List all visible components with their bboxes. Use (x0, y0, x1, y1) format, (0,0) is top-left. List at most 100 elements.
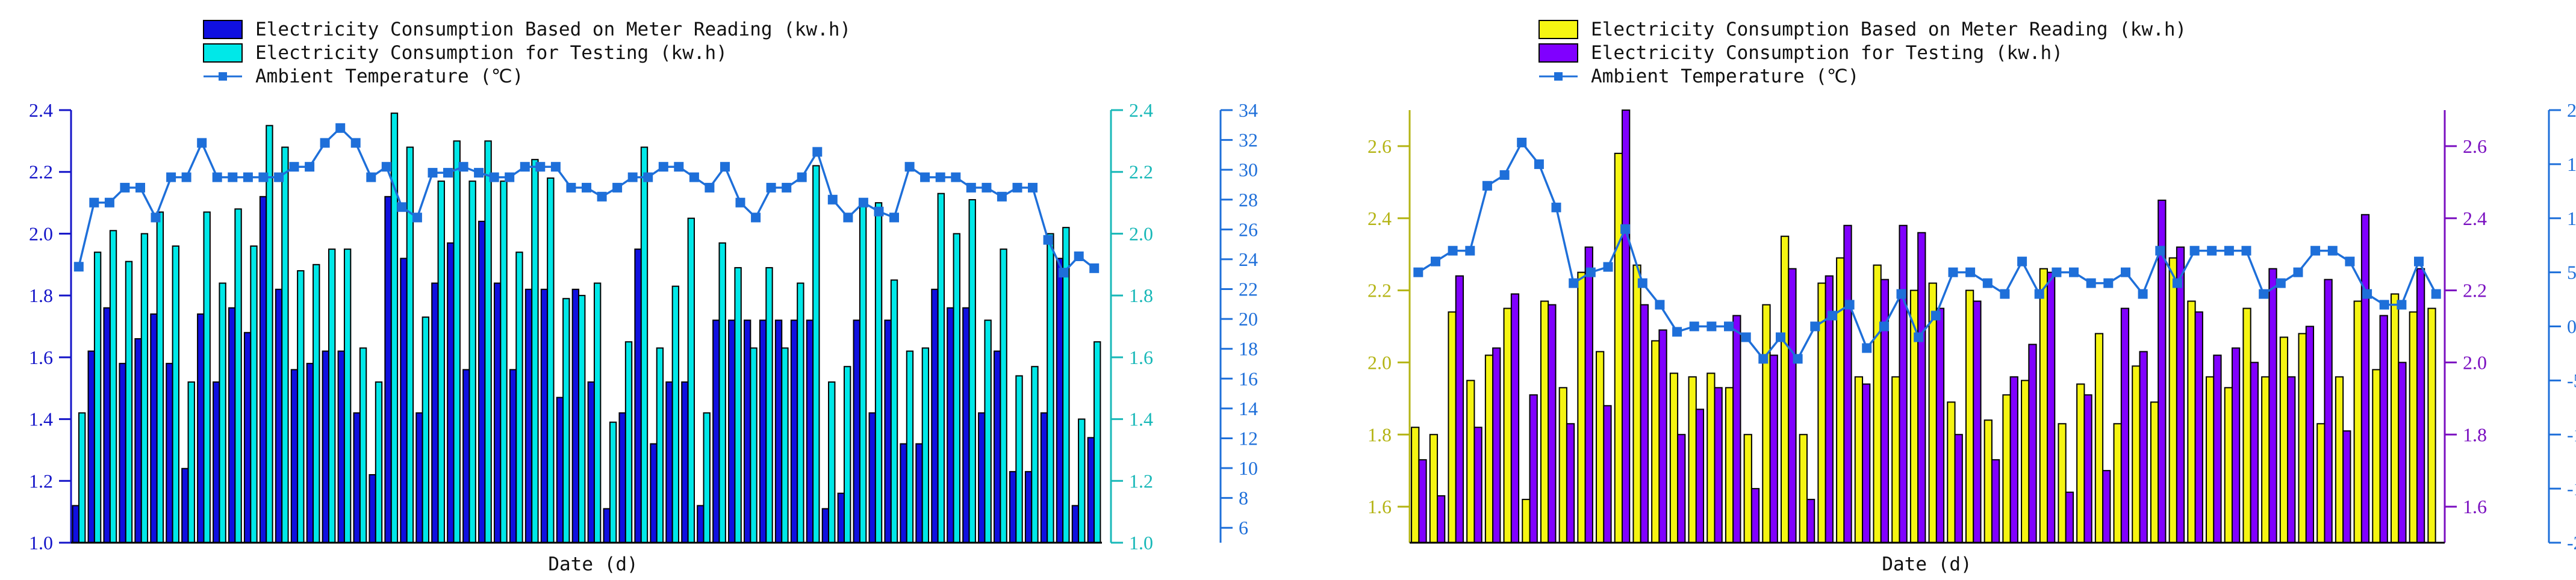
temperature-point-36 (2017, 256, 2027, 267)
bar-series1-47 (2261, 376, 2270, 543)
mid-tick-label: 2.0 (2463, 351, 2487, 373)
bar-series1-43 (728, 319, 736, 543)
bar-series1-41 (697, 505, 705, 543)
temperature-point-52 (2293, 267, 2303, 277)
bar-series1-38 (650, 443, 658, 543)
temperature-point-34 (582, 182, 591, 193)
bar-series1-64 (1056, 258, 1064, 543)
mid-tick-label: 2.4 (1129, 99, 1153, 121)
right-tick-label: -20 (2567, 532, 2576, 554)
bar-series1-65 (1071, 505, 1080, 543)
temperature-point-12 (243, 172, 253, 182)
bar-series1-60 (994, 350, 1001, 544)
bar-series1-49 (821, 508, 830, 544)
bar-series2-43 (2194, 311, 2203, 544)
temperature-point-51 (2276, 278, 2286, 288)
temperature-line (1417, 140, 2438, 361)
temperature-point-66 (1074, 251, 1084, 261)
bar-series2-49 (2305, 325, 2315, 543)
legend-marker (219, 72, 227, 81)
temperature-point-56 (2362, 289, 2372, 299)
bar-series1-8 (1540, 300, 1549, 543)
right-tick-label: 20 (1239, 308, 1258, 330)
left-tick-label: 2.4 (1367, 208, 1392, 229)
temperature-point-32 (1948, 267, 1958, 277)
temperature-point-33 (1965, 267, 1976, 277)
right-tick-label: 12 (1239, 427, 1258, 449)
temperature-point-15 (1655, 300, 1665, 310)
bar-series2-40 (687, 217, 695, 543)
temperature-point-6 (1499, 170, 1510, 180)
temperature-point-49 (2241, 245, 2251, 256)
bar-series2-18 (343, 248, 352, 543)
left-tick-label: 1.2 (29, 470, 53, 492)
bar-series2-7 (172, 245, 179, 543)
bars (72, 113, 1101, 544)
bar-series1-45 (2224, 387, 2233, 543)
bar-series2-33 (578, 295, 586, 543)
bar-series2-53 (2379, 315, 2388, 544)
temperature-point-8 (1534, 159, 1544, 169)
bar-series1-24 (431, 282, 439, 543)
bar-series2-14 (1658, 329, 1667, 543)
bar-series2-46 (2250, 362, 2259, 543)
temperature-point-40 (674, 162, 684, 172)
bar-series1-51 (853, 319, 860, 543)
right-tick-label: 34 (1239, 99, 1258, 121)
bar-series2-55 (921, 347, 930, 543)
temperature-point-19 (1724, 321, 1734, 332)
bar-series2-54 (2398, 362, 2407, 543)
bar-series1-21 (384, 196, 392, 543)
bar-series2-20 (375, 381, 383, 543)
bar-series2-37 (2083, 394, 2092, 544)
bar-series2-2 (93, 251, 102, 543)
bar-series1-62 (1024, 470, 1033, 544)
bar-series2-50 (2324, 279, 2333, 543)
temperature-point-35 (597, 191, 607, 202)
bar-series2-63 (1047, 233, 1054, 543)
temperature-point-40 (2086, 278, 2096, 288)
temperature-point-5 (135, 182, 145, 193)
bar-series1-17 (322, 350, 329, 544)
mid-y-axis: 1.0 1.2 1.4 1.6 1.8 2.0 2.2 2.4 (1110, 99, 1153, 554)
bar-series2-36 (624, 341, 633, 543)
bar-series2-19 (1750, 488, 1760, 544)
bar-series2-18 (1732, 315, 1741, 544)
bar-series2-25 (453, 140, 461, 544)
bar-series1-53 (2372, 369, 2381, 544)
right-y-axis: -20 -15 -10 -5 0 5 10 15 20 (2548, 99, 2576, 554)
bar-series2-33 (2009, 376, 2018, 543)
bar-series2-8 (187, 381, 195, 543)
legend-swatch-1 (203, 20, 243, 39)
bar-series1-31 (1965, 289, 1974, 543)
bar-series2-24 (437, 180, 445, 543)
temperature-point-55 (2345, 256, 2355, 267)
temperature-point-35 (2000, 289, 2010, 299)
bar-series1-46 (774, 319, 783, 543)
temperature-point-17 (320, 138, 330, 148)
temperature-point-28 (1879, 321, 1889, 332)
left-y-axis: 1.6 1.8 2.0 2.2 2.4 2.6 (1367, 110, 1411, 543)
left-tick-label: 2.0 (29, 223, 53, 244)
bar-series2-17 (328, 248, 336, 543)
temperature-point-2 (89, 197, 99, 208)
right-y-axis: 6 8 10 12 14 16 18 20 22 24 26 28 30 32 34 (1219, 99, 1258, 543)
temperature-point-29 (505, 172, 515, 182)
bar-series1-20 (369, 474, 376, 544)
temperature-point-10 (212, 172, 222, 182)
bar-series2-36 (2065, 492, 2074, 543)
legend-swatch-1 (1538, 20, 1578, 39)
right-tick-label: 14 (1239, 398, 1258, 419)
bar-series1-27 (1891, 376, 1900, 543)
temperature-point-25 (443, 168, 453, 178)
bar-series1-13 (1632, 264, 1641, 543)
bar-series2-59 (984, 319, 992, 543)
bar-series1-22 (1799, 434, 1808, 543)
temperature-point-43 (2138, 289, 2148, 299)
bar-series2-5 (140, 233, 149, 543)
bar-series2-6 (1510, 293, 1520, 543)
bar-series1-48 (2279, 336, 2289, 543)
bar-series1-5 (1484, 354, 1494, 543)
temperature-point-48 (797, 172, 807, 182)
